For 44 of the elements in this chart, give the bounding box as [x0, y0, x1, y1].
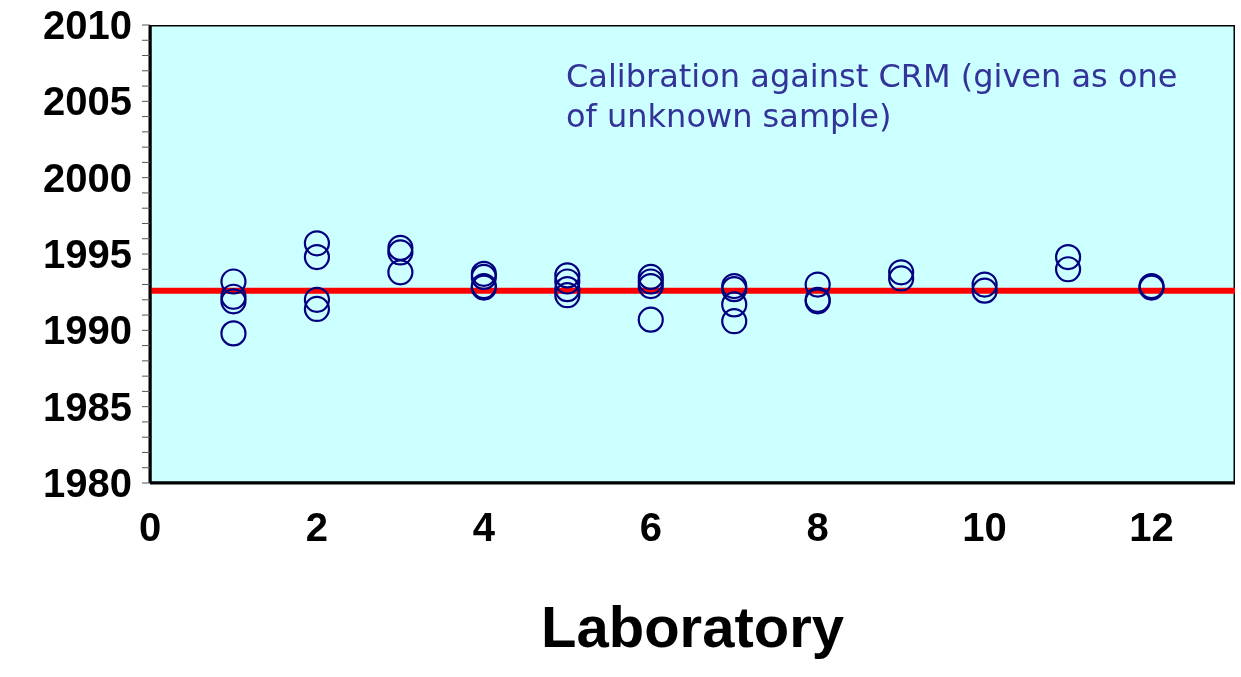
- x-tick-label: 4: [472, 505, 496, 549]
- point: [637, 263, 664, 290]
- y-tick-label: 1995: [43, 232, 132, 276]
- x-tick-label: 2: [305, 505, 329, 549]
- point: [303, 230, 331, 257]
- y-tick-label: 1980: [43, 461, 132, 505]
- x-tick-label: 8: [806, 505, 829, 549]
- x-axis-title: Laboratory: [541, 594, 844, 659]
- point: [220, 320, 247, 347]
- point: [1054, 256, 1082, 283]
- point: [220, 268, 247, 295]
- point: [888, 265, 915, 292]
- point: [303, 243, 331, 271]
- point: [804, 271, 831, 298]
- point: [303, 295, 331, 323]
- point: [888, 259, 915, 286]
- annotation: Calibration against CRM (given as one of unknown sample): [566, 56, 1179, 136]
- point: [387, 259, 414, 286]
- x-tick-label: 0: [138, 505, 162, 549]
- point: [303, 286, 331, 313]
- point: [554, 276, 581, 303]
- point: [971, 271, 998, 298]
- point: [1054, 243, 1082, 271]
- point: [554, 282, 581, 309]
- point: [387, 239, 414, 266]
- y-tick-label: 2010: [43, 3, 132, 47]
- x-tick-label: 12: [1129, 505, 1174, 549]
- point: [554, 262, 581, 289]
- point: [721, 308, 748, 335]
- y-tick-label: 2005: [43, 79, 132, 124]
- y-tick-label: 1990: [43, 308, 132, 353]
- point: [637, 272, 664, 300]
- point: [721, 291, 748, 318]
- point: [387, 234, 414, 261]
- point: [971, 277, 998, 304]
- y-tick-label: 1985: [43, 384, 132, 429]
- x-tick-label: 10: [962, 505, 1007, 549]
- x-tick-label: 6: [639, 505, 662, 549]
- point: [220, 288, 247, 315]
- point: [637, 306, 664, 333]
- point: [220, 283, 247, 310]
- point: [637, 268, 664, 295]
- y-tick-label: 2000: [43, 155, 132, 200]
- point: [554, 268, 581, 295]
